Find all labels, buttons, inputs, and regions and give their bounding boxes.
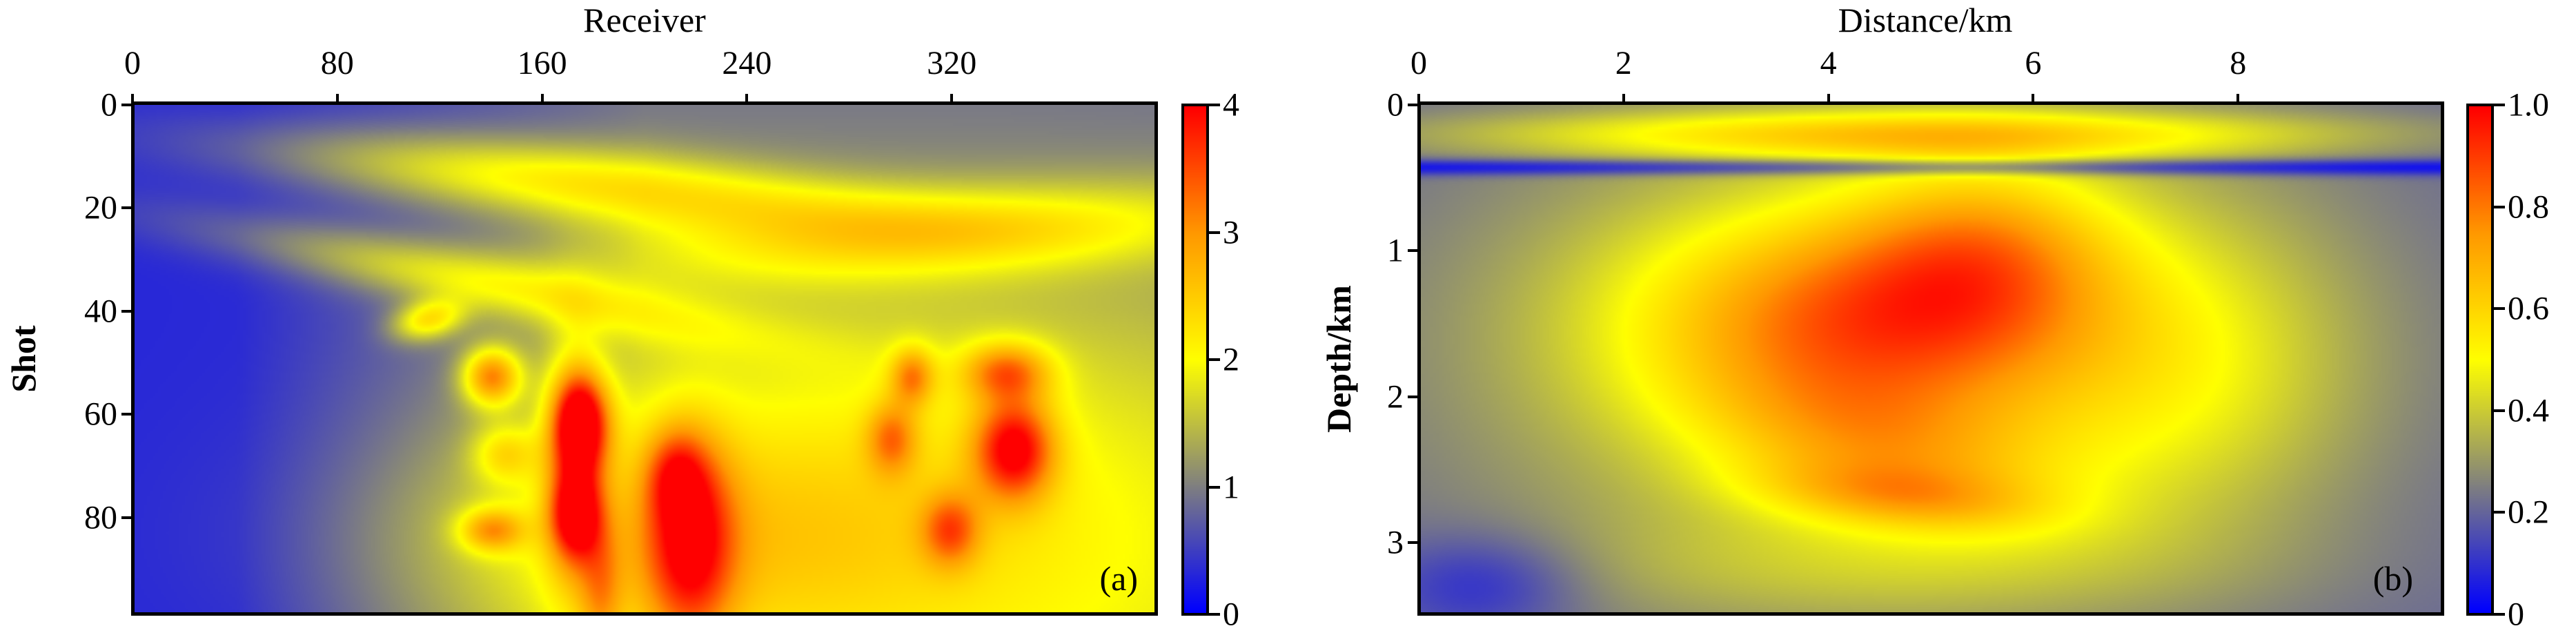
y-tick-mark (121, 516, 132, 519)
x-axis-title-b: Distance/km (1838, 1, 2013, 39)
colorbar-tick-mark (2494, 409, 2505, 412)
colorbar-tick-mark (1209, 358, 1220, 361)
x-tick-label: 240 (722, 45, 772, 81)
colorbar-tick-label: 0.6 (2508, 290, 2549, 327)
y-tick-mark (121, 104, 132, 106)
y-tick-label: 40 (84, 293, 117, 330)
colorbar-tick-label: 0 (1223, 596, 1239, 633)
x-tick-label: 2 (1615, 45, 1632, 81)
colorbar-tick-mark (1209, 485, 1220, 489)
x-tick-label: 160 (517, 45, 567, 81)
y-tick-mark (121, 309, 132, 313)
y-tick-label: 3 (1387, 524, 1404, 561)
y-tick-label: 60 (84, 396, 117, 433)
y-tick-mark (1408, 395, 1419, 398)
x-tick-mark (540, 94, 544, 105)
x-tick-mark (1622, 94, 1625, 105)
colorbar-tick-label: 4 (1223, 86, 1239, 124)
y-axis-title-a: Shot (4, 325, 43, 393)
colorbar-tick-mark (2494, 307, 2505, 311)
x-axis-title-a: Receiver (583, 1, 706, 39)
y-tick-label: 0 (101, 86, 117, 124)
colorbar-tick-label: 0.4 (2508, 392, 2549, 429)
x-tick-mark (1827, 94, 1830, 105)
y-axis-title-b: Depth/km (1319, 285, 1358, 433)
x-tick-label: 4 (1820, 45, 1837, 81)
colorbar-tick-mark (2494, 511, 2505, 514)
y-tick-label: 0 (1387, 86, 1404, 124)
heatmap-image-b (1421, 105, 2441, 612)
x-tick-mark (2032, 94, 2035, 105)
y-tick-mark (121, 206, 132, 210)
y-tick-label: 20 (84, 189, 117, 226)
colorbar-tick-label: 0.8 (2508, 188, 2549, 226)
x-tick-label: 8 (2230, 45, 2247, 81)
heatmap-image-a (135, 105, 1154, 612)
y-tick-label: 1 (1387, 232, 1404, 269)
x-tick-label: 320 (927, 45, 977, 81)
panel-label-a: (a) (1099, 559, 1139, 598)
panel-label-b: (b) (2372, 559, 2413, 598)
colorbar-tick-mark (1209, 104, 1220, 106)
x-tick-mark (950, 94, 954, 105)
x-tick-mark (131, 94, 134, 105)
heatmap-plot-a: (a) (131, 101, 1158, 616)
x-tick-mark (335, 94, 339, 105)
heatmap-plot-b: (b) (1417, 101, 2444, 616)
colorbar-tick-label: 0 (2508, 596, 2524, 633)
x-tick-label: 80 (320, 45, 354, 81)
colorbar-tick-mark (1209, 613, 1220, 616)
colorbar-tick-mark (1209, 231, 1220, 234)
x-tick-mark (2236, 94, 2240, 105)
colorbar-tick-mark (2494, 205, 2505, 208)
colorbar-tick-label: 1 (1223, 469, 1239, 505)
y-tick-mark (1408, 541, 1419, 545)
colorbar-tick-label: 2 (1223, 341, 1239, 378)
colorbar-tick-mark (2494, 104, 2505, 106)
x-tick-mark (1417, 94, 1420, 105)
colorbar-gradient-a (1184, 106, 1206, 613)
y-tick-mark (1408, 249, 1419, 253)
y-tick-mark (1408, 104, 1419, 106)
colorbar-tick-label: 0.2 (2508, 494, 2549, 531)
colorbar-tick-mark (2494, 613, 2505, 616)
colorbar-tick-label: 1.0 (2508, 86, 2549, 124)
colorbar-gradient-b (2469, 106, 2491, 613)
x-tick-label: 0 (1410, 45, 1427, 81)
y-tick-label: 80 (84, 499, 117, 536)
x-tick-label: 0 (124, 45, 141, 81)
y-tick-mark (121, 413, 132, 416)
y-tick-label: 2 (1387, 378, 1404, 416)
colorbar-a (1181, 104, 1209, 616)
x-tick-label: 6 (2025, 45, 2042, 81)
colorbar-tick-label: 3 (1223, 214, 1239, 251)
colorbar-b (2466, 104, 2494, 616)
x-tick-mark (745, 94, 749, 105)
